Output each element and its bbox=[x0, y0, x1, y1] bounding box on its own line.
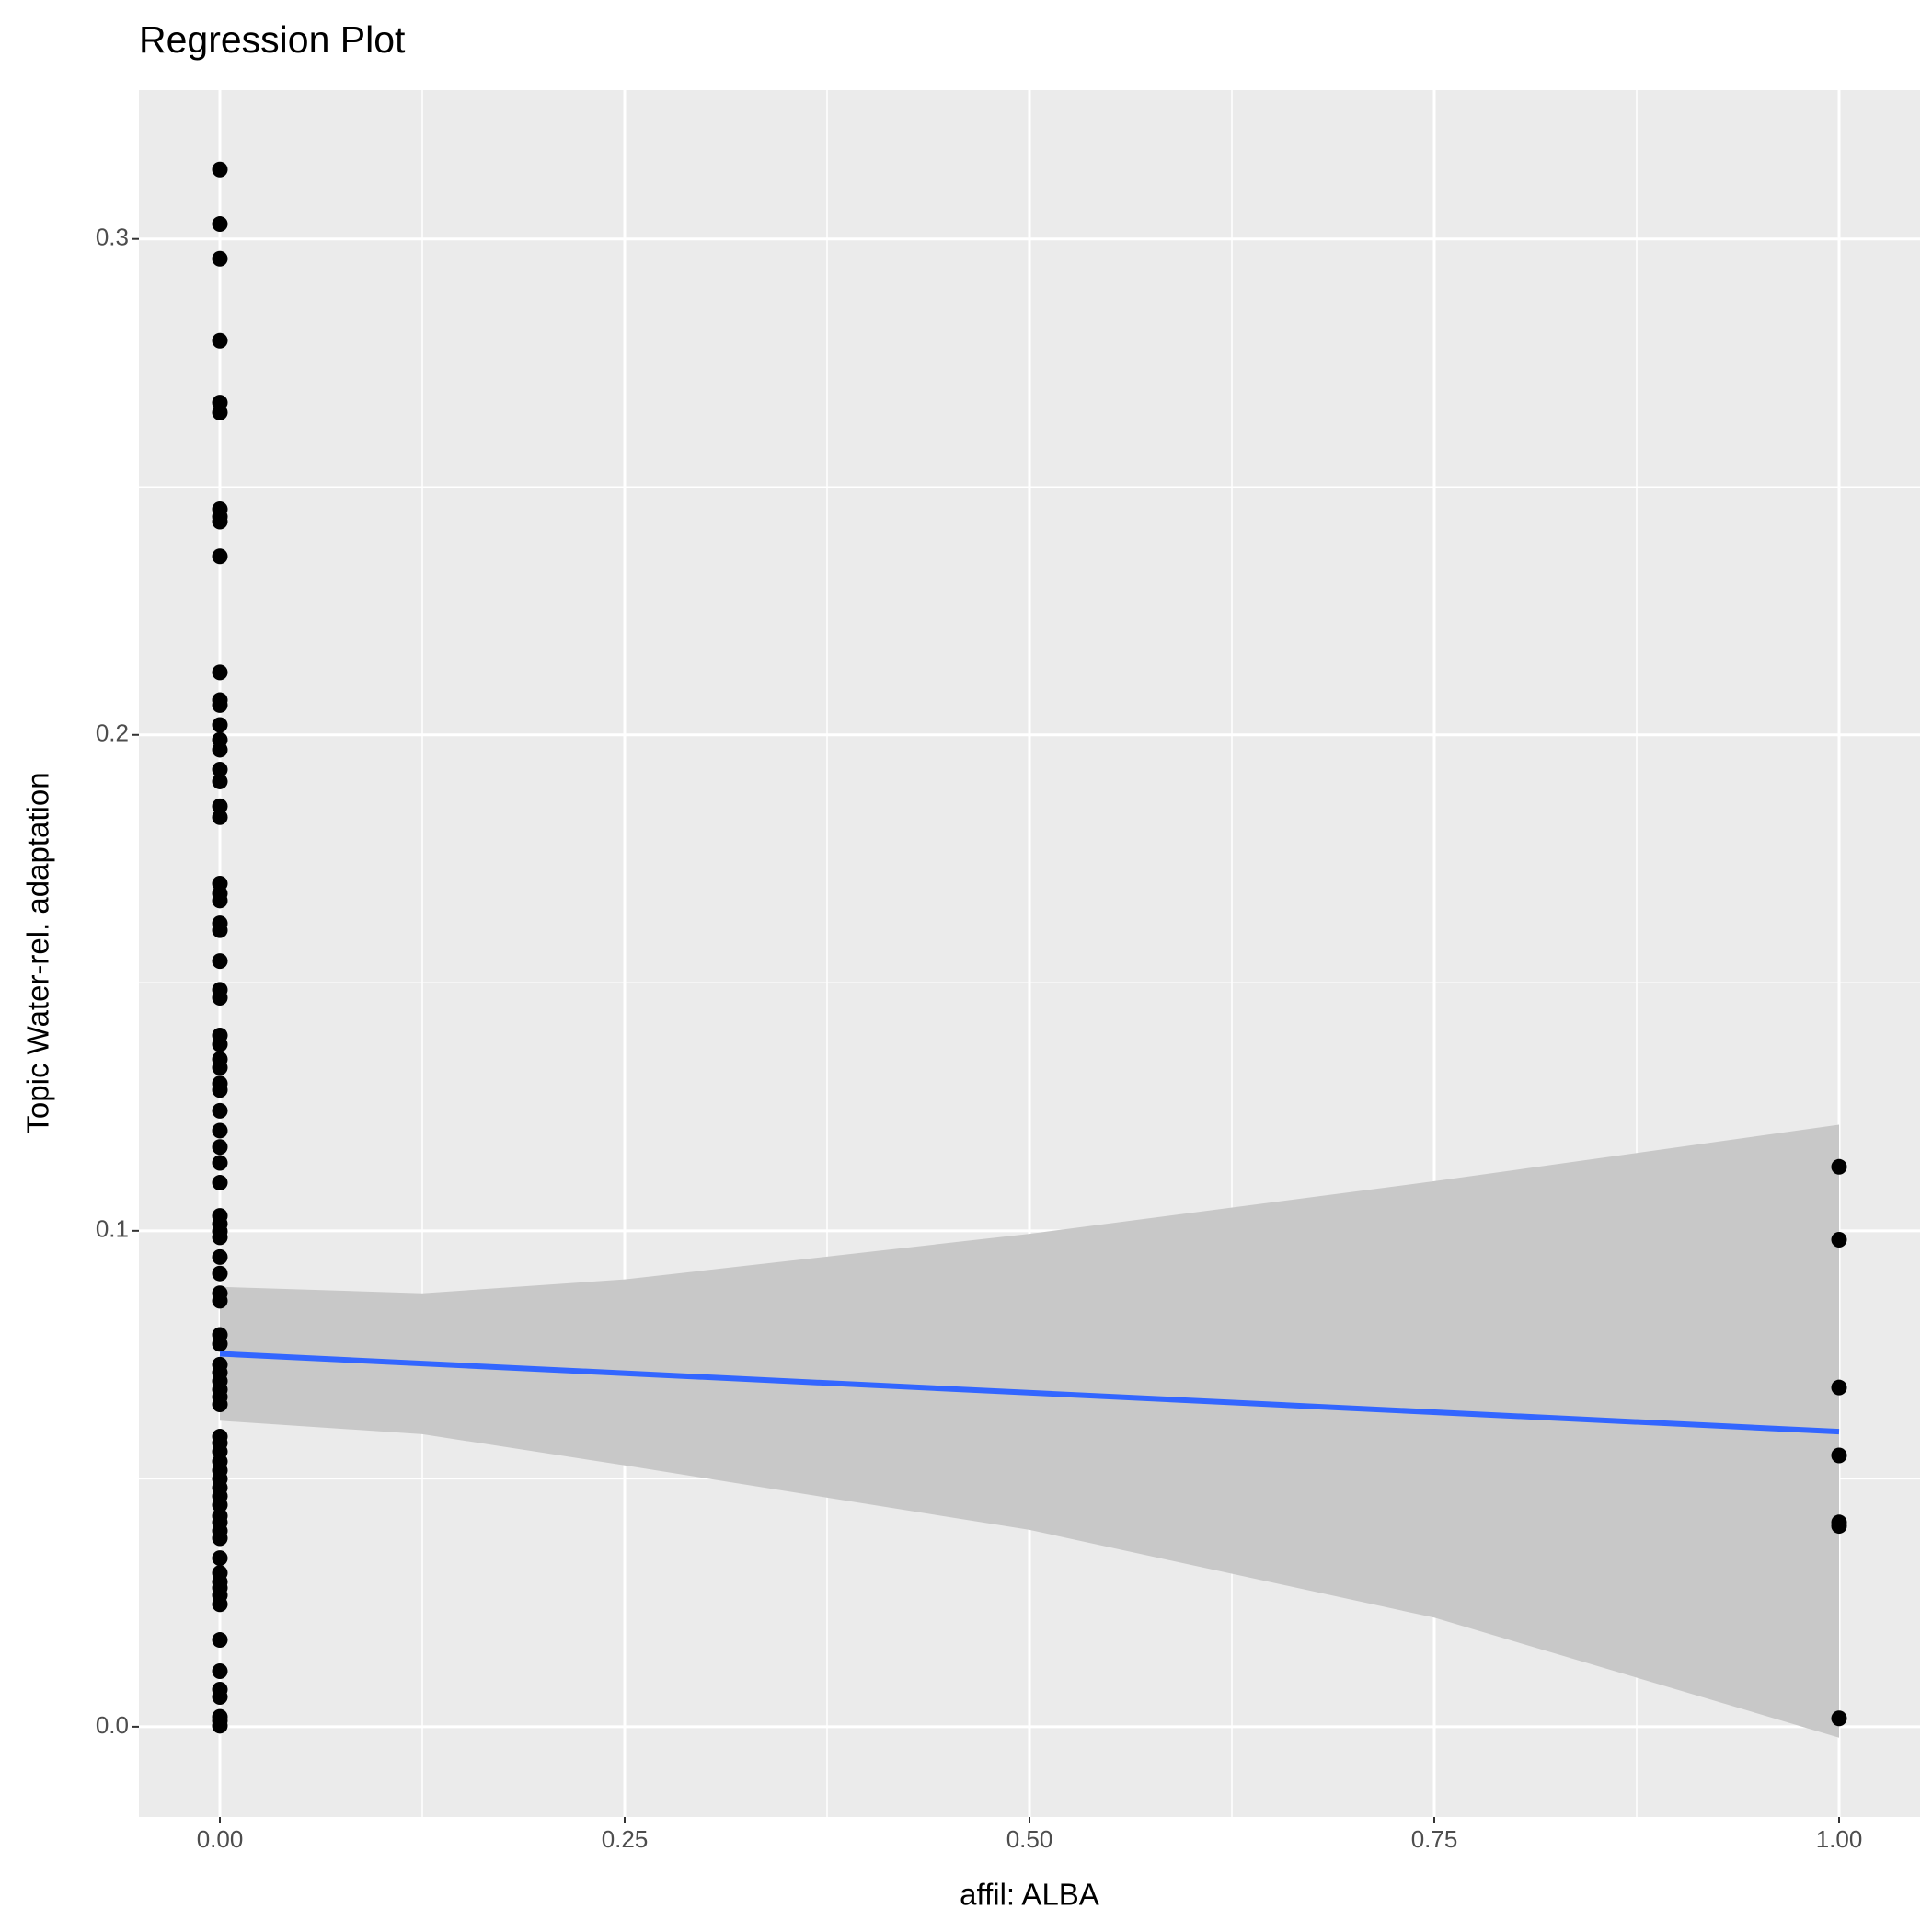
x-tick-label: 0.00 bbox=[197, 1825, 244, 1853]
point bbox=[212, 1155, 228, 1171]
point bbox=[212, 1397, 228, 1413]
point bbox=[212, 548, 228, 565]
x-tick-label: 0.25 bbox=[602, 1825, 649, 1853]
point bbox=[212, 161, 228, 178]
point bbox=[212, 1122, 228, 1139]
point bbox=[212, 773, 228, 789]
x-tick-label: 0.50 bbox=[1006, 1825, 1053, 1853]
point bbox=[212, 1248, 228, 1265]
point bbox=[212, 1530, 228, 1547]
point bbox=[212, 664, 228, 681]
point bbox=[212, 1059, 228, 1075]
point bbox=[1831, 1710, 1847, 1727]
point bbox=[212, 742, 228, 758]
point bbox=[212, 717, 228, 733]
point bbox=[212, 1718, 228, 1734]
point bbox=[212, 1265, 228, 1282]
point bbox=[212, 953, 228, 970]
point bbox=[212, 989, 228, 1006]
point bbox=[212, 332, 228, 349]
x-axis-title: affil: ALBA bbox=[960, 1878, 1099, 1912]
point bbox=[212, 1663, 228, 1680]
point bbox=[1831, 1232, 1847, 1248]
point bbox=[212, 696, 228, 713]
point bbox=[212, 216, 228, 233]
point bbox=[212, 922, 228, 938]
point bbox=[212, 1497, 228, 1513]
y-tick-label: 0.0 bbox=[96, 1711, 129, 1739]
point bbox=[212, 762, 228, 778]
confidence-band bbox=[220, 1124, 1839, 1738]
point bbox=[212, 1293, 228, 1309]
y-tick-label: 0.1 bbox=[96, 1215, 129, 1243]
regression-line bbox=[219, 1351, 1840, 1435]
x-tick-label: 0.75 bbox=[1411, 1825, 1458, 1853]
point bbox=[1831, 1518, 1847, 1535]
point bbox=[212, 1036, 228, 1052]
point bbox=[1831, 1379, 1847, 1396]
point bbox=[212, 250, 228, 267]
chart-title: Regression Plot bbox=[139, 18, 406, 61]
point bbox=[212, 1139, 228, 1156]
y-tick-label: 0.2 bbox=[96, 719, 129, 747]
y-axis-title: Topic Water-rel. adaptation bbox=[21, 772, 55, 1133]
point bbox=[212, 1175, 228, 1191]
point bbox=[1831, 1447, 1847, 1464]
point bbox=[212, 513, 228, 530]
point bbox=[212, 1082, 228, 1098]
point bbox=[212, 404, 228, 420]
point bbox=[212, 1596, 228, 1613]
point bbox=[212, 809, 228, 825]
point bbox=[212, 1102, 228, 1119]
point bbox=[212, 892, 228, 909]
point bbox=[212, 1689, 228, 1706]
point bbox=[212, 1550, 228, 1567]
point bbox=[212, 1632, 228, 1649]
y-tick-label: 0.3 bbox=[96, 224, 129, 251]
point bbox=[212, 1336, 228, 1352]
x-tick-label: 1.00 bbox=[1816, 1825, 1863, 1853]
point bbox=[212, 798, 228, 814]
point bbox=[212, 1229, 228, 1246]
point bbox=[1831, 1158, 1847, 1175]
